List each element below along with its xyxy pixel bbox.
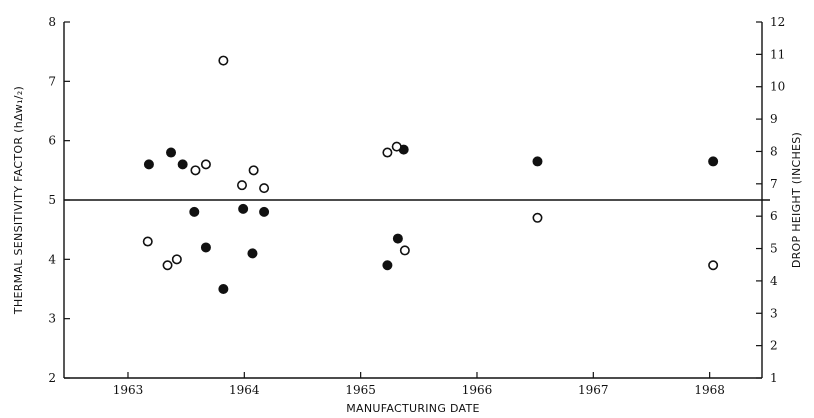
right-tick-label: 2 bbox=[770, 339, 778, 353]
filled-data-point bbox=[382, 260, 393, 271]
right-tick-label: 12 bbox=[770, 15, 785, 29]
right-tick-label: 11 bbox=[770, 47, 785, 61]
left-tick-label: 3 bbox=[48, 312, 56, 326]
open-data-point bbox=[190, 165, 201, 176]
x-axis-title: MANUFACTURING DATE bbox=[346, 402, 480, 415]
filled-data-point bbox=[143, 159, 154, 170]
left-tick-label: 7 bbox=[48, 74, 56, 88]
open-data-point bbox=[162, 260, 173, 271]
x-tick-label: 1966 bbox=[462, 383, 493, 397]
left-tick-label: 4 bbox=[48, 252, 56, 266]
right-tick-label: 10 bbox=[770, 80, 785, 94]
left-axis-ticks: 2 3 4 5 6 7 8 bbox=[48, 15, 70, 385]
filled-data-point bbox=[238, 203, 249, 214]
filled-data-point bbox=[708, 156, 719, 167]
x-tick-label: 1967 bbox=[578, 383, 609, 397]
right-tick-label: 9 bbox=[770, 112, 778, 126]
filled-data-point bbox=[392, 233, 403, 244]
left-tick-label: 2 bbox=[48, 371, 56, 385]
x-tick-label: 1965 bbox=[345, 383, 376, 397]
filled-data-point bbox=[259, 206, 270, 217]
open-data-point bbox=[532, 212, 543, 223]
right-tick-label: 4 bbox=[770, 274, 778, 288]
right-y-axis-title: DROP HEIGHT (INCHES) bbox=[790, 132, 803, 268]
filled-data-point bbox=[189, 206, 200, 217]
open-data-point bbox=[382, 147, 393, 158]
open-data-point bbox=[399, 245, 410, 256]
data-points bbox=[142, 55, 719, 294]
filled-data-point bbox=[177, 159, 188, 170]
left-y-axis-title: THERMAL SENSITIVITY FACTOR (hΔw₁/₂) bbox=[12, 86, 25, 315]
filled-data-point bbox=[247, 248, 258, 259]
x-tick-label: 1963 bbox=[113, 383, 144, 397]
right-tick-label: 5 bbox=[770, 242, 778, 256]
left-tick-label: 8 bbox=[48, 15, 56, 29]
open-data-point bbox=[142, 236, 153, 247]
open-data-point bbox=[236, 180, 247, 191]
right-tick-label: 1 bbox=[770, 371, 778, 385]
right-tick-label: 3 bbox=[770, 306, 778, 320]
open-data-point bbox=[218, 55, 229, 66]
open-data-point bbox=[259, 183, 270, 194]
filled-data-point bbox=[218, 283, 229, 294]
open-data-point bbox=[200, 159, 211, 170]
right-tick-label: 7 bbox=[770, 177, 778, 191]
filled-data-point bbox=[532, 156, 543, 167]
open-data-point bbox=[391, 141, 402, 152]
open-data-point bbox=[708, 260, 719, 271]
open-data-point bbox=[171, 254, 182, 265]
right-tick-label: 6 bbox=[770, 209, 778, 223]
x-axis-ticks: 1963 1964 1965 1966 1967 1968 bbox=[113, 372, 725, 397]
filled-data-point bbox=[166, 147, 177, 158]
left-tick-label: 6 bbox=[48, 134, 56, 148]
left-tick-label: 5 bbox=[48, 193, 56, 207]
right-tick-label: 8 bbox=[770, 144, 778, 158]
filled-data-point bbox=[200, 242, 211, 253]
x-tick-label: 1968 bbox=[694, 383, 725, 397]
open-data-point bbox=[248, 165, 259, 176]
x-tick-label: 1964 bbox=[229, 383, 260, 397]
